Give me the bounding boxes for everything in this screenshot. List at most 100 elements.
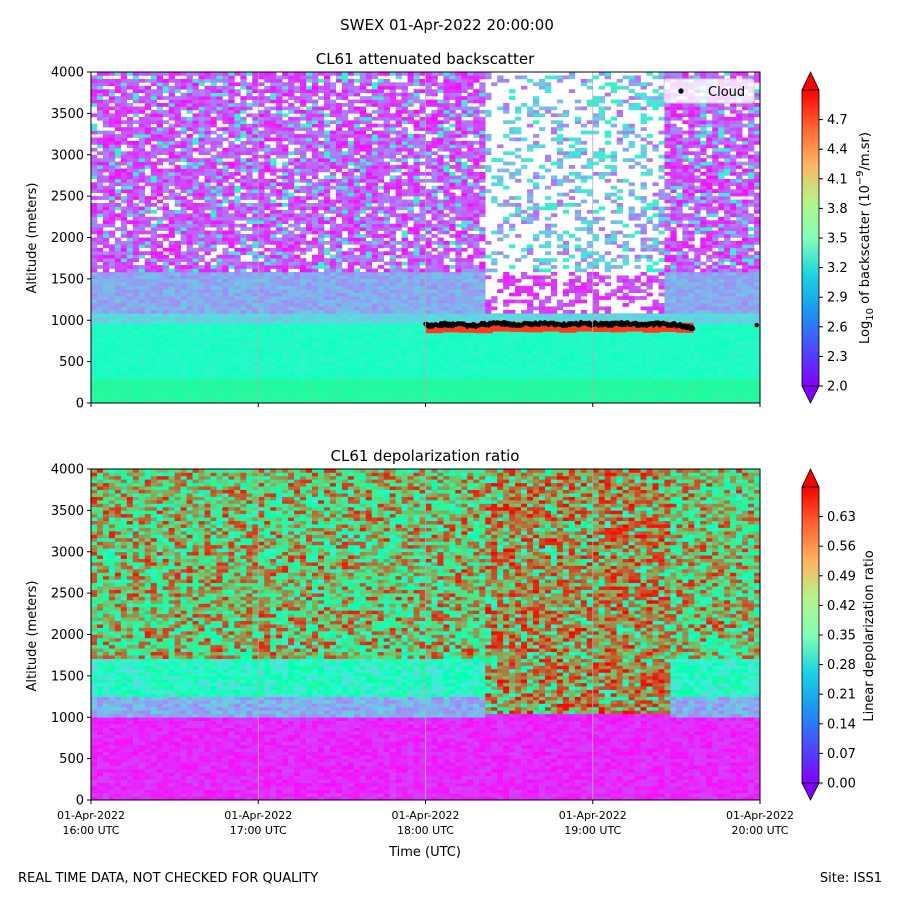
heat-cell: [174, 347, 181, 352]
heat-cell: [108, 165, 116, 169]
heat-cell: [401, 206, 408, 211]
heat-cell: [156, 103, 163, 107]
heat-cell: [102, 292, 110, 297]
heat-cell: [96, 85, 104, 90]
heat-cell: [425, 240, 432, 245]
heat-cell: [383, 389, 390, 393]
heat-cell: [126, 134, 134, 138]
heat-cell: [216, 220, 223, 225]
heat-cell: [312, 303, 319, 307]
heat-cell: [138, 340, 146, 345]
heat-cell: [341, 399, 349, 403]
heat-cell: [437, 378, 444, 383]
heat-cell: [210, 375, 217, 380]
heat-cell: [198, 216, 205, 221]
heat-cell: [240, 358, 247, 362]
heat-cell: [132, 237, 140, 242]
heat-cell: [258, 320, 265, 324]
heat-cell: [270, 265, 277, 269]
heat-cell: [306, 227, 313, 231]
heat-cell: [401, 161, 408, 166]
heat-cell: [240, 103, 247, 107]
heat-cell: [270, 299, 277, 304]
heat-cell: [401, 178, 408, 183]
heat-cell: [341, 275, 349, 280]
heat-cell: [138, 309, 146, 314]
heat-cell: [395, 358, 402, 362]
heat-cell: [222, 171, 229, 176]
heat-cell: [431, 378, 438, 383]
heat-cell: [192, 103, 199, 107]
heat-cell: [431, 203, 438, 207]
heat-cell: [222, 206, 229, 211]
heat-cell: [96, 109, 104, 114]
heat-cell: [108, 354, 116, 359]
heat-cell: [335, 92, 343, 97]
heat-cell: [347, 144, 355, 149]
heat-cell: [431, 130, 438, 135]
heat-cell: [258, 134, 265, 138]
heat-cell: [317, 130, 325, 135]
heat-cell: [335, 178, 343, 183]
heat-cell: [294, 244, 301, 249]
heat-cell: [395, 134, 402, 138]
heat-cell: [108, 199, 116, 204]
heat-cell: [294, 220, 301, 225]
heat-cell: [180, 296, 187, 300]
heat-cell: [204, 368, 211, 373]
heat-cell: [192, 382, 199, 387]
heat-cell: [359, 351, 367, 356]
heat-cell: [216, 168, 223, 173]
heat-cell: [413, 368, 420, 373]
heat-cell: [323, 337, 331, 342]
heat-cell: [270, 344, 277, 349]
heat-cell: [102, 313, 110, 318]
heat-cell: [174, 220, 181, 225]
heat-cell: [276, 382, 283, 387]
heat-cell: [270, 275, 277, 280]
heat-cell: [419, 72, 426, 76]
heat-cell: [323, 99, 331, 104]
heat-cell: [192, 209, 199, 214]
heat-cell: [168, 116, 175, 121]
heat-cell: [407, 271, 414, 276]
heat-cell: [222, 296, 229, 300]
heat-cell: [300, 334, 307, 338]
heat-cell: [102, 303, 110, 307]
heat-cell: [258, 323, 265, 328]
heat-cell: [228, 182, 235, 187]
heat-cell: [383, 99, 390, 104]
heat-cell: [282, 399, 289, 403]
heat-cell: [108, 196, 116, 200]
heat-cell: [96, 168, 104, 173]
heat-cell: [150, 351, 157, 356]
heat-cell: [300, 116, 307, 121]
heat-cell: [300, 396, 307, 400]
heat-cell: [306, 292, 313, 297]
heat-cell: [312, 334, 319, 338]
heat-cell: [353, 92, 361, 97]
heat-cell: [341, 285, 349, 290]
heat-cell: [353, 261, 361, 266]
heat-cell: [228, 316, 235, 321]
heat-cell: [168, 392, 175, 397]
heat-cell: [401, 316, 408, 321]
heat-cell: [407, 351, 414, 356]
heat-cell: [204, 365, 211, 369]
heat-cell: [276, 123, 283, 128]
heat-cell: [192, 168, 199, 173]
heat-cell: [264, 85, 271, 90]
heat-cell: [413, 165, 420, 169]
heat-cell: [395, 354, 402, 359]
heat-cell: [126, 306, 134, 311]
heat-cell: [186, 199, 193, 204]
heat-cell: [240, 75, 247, 80]
heat-cell: [174, 144, 181, 149]
heat-cell: [132, 82, 140, 87]
heat-cell: [192, 89, 199, 93]
heat-cell: [138, 316, 146, 321]
heat-cell: [335, 137, 343, 142]
heat-cell: [264, 309, 271, 314]
heat-cell: [228, 361, 235, 366]
heat-cell: [341, 192, 349, 197]
